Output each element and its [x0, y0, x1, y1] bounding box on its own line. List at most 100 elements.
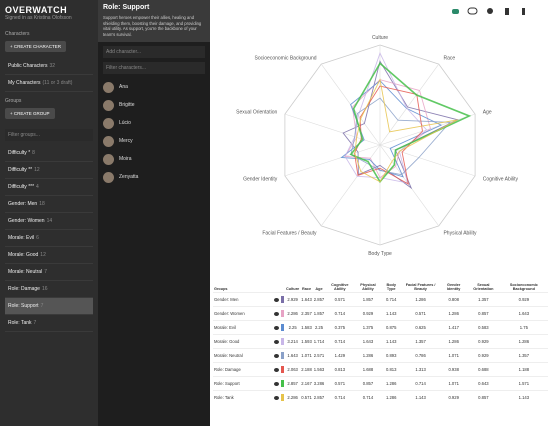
item-label: Role: Support 7 [8, 303, 44, 309]
visibility-icon[interactable] [274, 395, 279, 400]
item-count: 7 [40, 303, 44, 309]
create-character-button[interactable]: + CREATE CHARACTER [5, 41, 67, 52]
table-row[interactable]: Morale: Neutral 1.643 1.071 2.571 1.429 1.286… [213, 348, 548, 363]
value-cell: 1.286 [381, 376, 401, 391]
filter-input[interactable]: Filter groups... [5, 129, 93, 141]
table-row[interactable]: Role: Damage 2.063 2.188 1.563 0.813 1.688 0.8… [213, 362, 548, 377]
value-cell: 1.286 [499, 334, 548, 349]
item-count: 7 [33, 320, 37, 326]
group-item[interactable]: Morale: Neutral 7 [5, 264, 93, 281]
value-cell: 0.786 [400, 348, 441, 363]
value-cell: 1.375 [354, 320, 382, 335]
value-cell: 1.286 [381, 390, 401, 404]
column-header: Body Type [386, 283, 396, 291]
sidebar: OVERWATCH Signed in as Kristina Olofsson… [0, 0, 98, 426]
radar-series [342, 60, 459, 190]
table-row[interactable]: Morale: Good 3.214 1.593 1.714 0.714 1.643 1.1… [213, 334, 548, 349]
column-header: Sexual Orientation [473, 283, 494, 291]
value-cell: 1.071 [440, 376, 468, 391]
visibility-icon[interactable] [274, 311, 279, 316]
visibility-icon[interactable] [274, 325, 279, 330]
visibility-icon[interactable] [274, 381, 279, 386]
group-name: Morale: Evil [213, 320, 273, 335]
column-header [273, 282, 280, 293]
value-cell: 0.938 [440, 362, 468, 377]
group-item[interactable]: Gender: Women 14 [5, 213, 93, 230]
value-cell: 1.643 [354, 334, 382, 349]
character-item[interactable]: Moira [98, 150, 210, 168]
table-row[interactable]: Gender: Women 2.286 2.357 1.857 0.714 0.929 1.… [213, 306, 548, 321]
group-item[interactable]: Difficulty * 8 [5, 145, 93, 162]
character-list-item[interactable]: Public Characters 32 [5, 58, 93, 75]
item-label: Morale: Neutral 7 [8, 269, 47, 275]
group-item[interactable]: Morale: Good 12 [5, 247, 93, 264]
toolbar-icon[interactable] [467, 7, 478, 15]
cell [280, 320, 285, 335]
toolbar-icon[interactable] [505, 8, 509, 15]
section-heading: Groups [5, 98, 22, 104]
character-item[interactable]: Brigitte [98, 96, 210, 114]
character-item[interactable]: Mercy [98, 132, 210, 150]
filter-characters-input[interactable]: Filter characters... [103, 62, 205, 74]
axis-label: Socioeconomic Background [255, 56, 317, 62]
character-name: Moira [119, 156, 132, 162]
avatar [103, 135, 114, 147]
cell [273, 390, 280, 404]
cell [280, 376, 285, 391]
character-item[interactable]: Ana [98, 78, 210, 96]
value-cell: 0.375 [325, 320, 355, 335]
value-cell: 1.286 [440, 334, 468, 349]
group-item[interactable]: Role: Damage 16 [5, 281, 93, 298]
item-label: Role: Tank 7 [8, 320, 37, 326]
avatar [103, 171, 114, 183]
group-item[interactable]: Morale: Evil 6 [5, 230, 93, 247]
value-cell: 0.571 [325, 376, 355, 391]
avatar [103, 99, 114, 111]
character-item[interactable]: Zenyatta [98, 168, 210, 186]
table-row[interactable]: Role: Tank 2.286 0.571 2.857 0.714 0.714 1.286… [213, 390, 548, 404]
visibility-icon[interactable] [274, 367, 279, 372]
item-label: Public Characters 32 [8, 63, 56, 69]
table-row[interactable]: Role: Support 2.857 2.167 3.286 0.571 0.857 1.… [213, 376, 548, 391]
radar-spoke [379, 113, 476, 146]
cell [273, 376, 280, 391]
toolbar-icon[interactable] [452, 9, 459, 14]
group-list: Difficulty * 8 Difficulty ** 12 Difficulty *… [5, 145, 93, 332]
toolbar-icon[interactable] [522, 8, 525, 15]
value-cell: 1.143 [499, 390, 548, 404]
value-cell: 1.429 [325, 348, 355, 363]
value-cell: 0.929 [467, 334, 500, 349]
group-item[interactable]: Gender: Men 18 [5, 196, 93, 213]
value-cell: 2.857 [312, 390, 326, 404]
value-cell: 1.593 [300, 334, 313, 349]
value-cell: 1.143 [381, 334, 401, 349]
cell [273, 348, 280, 363]
item-label: Difficulty *** 4 [8, 184, 39, 190]
value-cell: 1.643 [285, 348, 301, 363]
visibility-icon[interactable] [274, 297, 279, 302]
cell [280, 306, 285, 321]
add-character-input[interactable]: Add character... [103, 46, 205, 58]
value-cell: 2.286 [285, 390, 301, 404]
radar-chart: Culture Race Age Cognitive Ability Physical … [236, 7, 525, 257]
character-list-item[interactable]: My Characters (11 or 3 draft) [5, 75, 93, 92]
color-swatch [281, 324, 284, 331]
visibility-icon[interactable] [274, 339, 279, 344]
avatar [103, 117, 114, 129]
table-row[interactable]: Morale: Evil 2.25 1.583 2.25 0.375 1.375 0.875… [213, 320, 548, 335]
cell [273, 362, 280, 377]
character-lists: Public Characters 32 My Characters (11 or 3… [5, 58, 93, 92]
toolbar-icon[interactable] [487, 8, 493, 14]
value-cell: 0.857 [467, 390, 500, 404]
group-item[interactable]: Role: Tank 7 [5, 315, 93, 332]
group-item[interactable]: Role: Support 7 [5, 298, 93, 315]
item-count: 14 [46, 218, 53, 224]
visibility-icon[interactable] [274, 353, 279, 358]
table-row[interactable]: Gender: Men 2.929 1.643 2.857 0.571 1.857 0.71… [213, 292, 548, 307]
create-group-button[interactable]: + CREATE GROUP [5, 108, 55, 119]
value-cell: 2.571 [312, 348, 326, 363]
axis-label: Facial Features / Beauty [262, 230, 317, 236]
character-item[interactable]: Lúcio [98, 114, 210, 132]
group-item[interactable]: Difficulty ** 12 [5, 162, 93, 179]
group-item[interactable]: Difficulty *** 4 [5, 179, 93, 196]
